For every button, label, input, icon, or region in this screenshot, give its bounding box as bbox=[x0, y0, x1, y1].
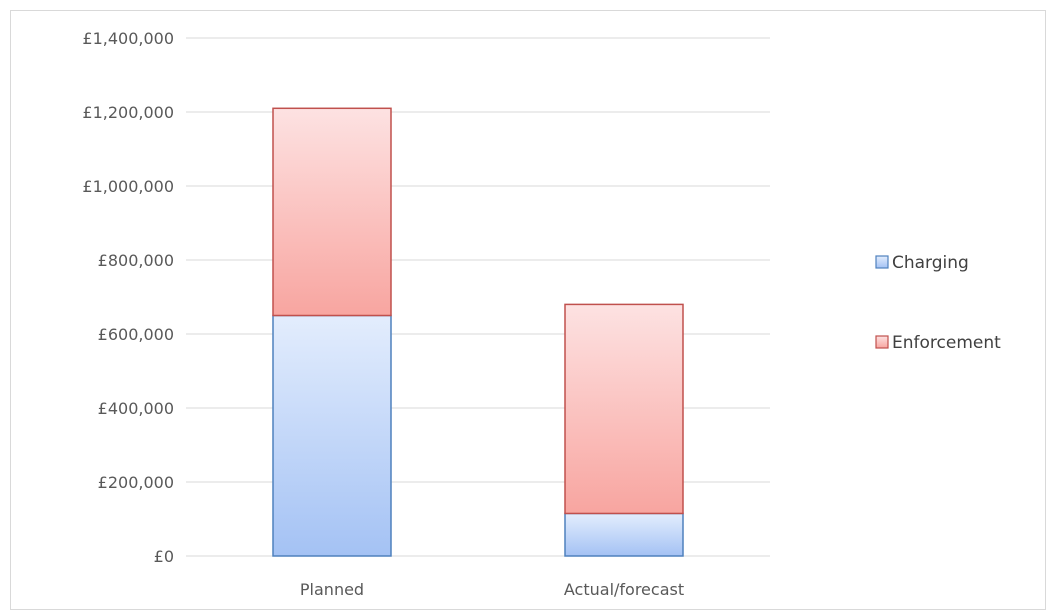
legend-label-enforcement: Enforcement bbox=[892, 333, 1001, 353]
y-tick-label: £400,000 bbox=[98, 399, 174, 418]
bars bbox=[272, 107, 684, 557]
y-tick-label: £600,000 bbox=[98, 325, 174, 344]
y-axis-tick-labels: £0 £200,000 £400,000 £600,000 £800,000 £1,000… bbox=[82, 29, 174, 566]
bar-enforcement-1 bbox=[564, 303, 684, 515]
x-category-label: Planned bbox=[300, 580, 364, 599]
x-category-label: Actual/forecast bbox=[564, 580, 684, 599]
x-axis-category-labels: Planned Actual/forecast bbox=[300, 580, 684, 599]
legend-label-charging: Charging bbox=[892, 253, 969, 273]
bar-charging-1 bbox=[564, 512, 684, 557]
bar-enforcement-0 bbox=[272, 107, 392, 317]
legend-swatch-charging bbox=[875, 255, 889, 269]
y-tick-label: £1,400,000 bbox=[82, 29, 174, 48]
y-tick-label: £1,000,000 bbox=[82, 177, 174, 196]
y-tick-label: £0 bbox=[154, 547, 174, 566]
legend: Charging Enforcement bbox=[875, 253, 1001, 353]
bar-charging-0 bbox=[272, 314, 392, 557]
y-tick-label: £1,200,000 bbox=[82, 103, 174, 122]
y-tick-label: £800,000 bbox=[98, 251, 174, 270]
legend-swatch-enforcement bbox=[875, 335, 889, 349]
y-tick-label: £200,000 bbox=[98, 473, 174, 492]
